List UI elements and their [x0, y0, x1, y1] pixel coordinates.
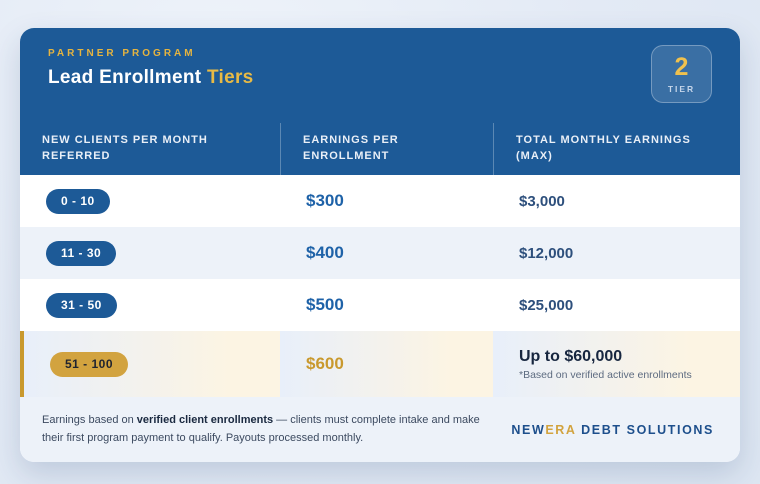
tier-table-card: PARTNER PROGRAM Lead Enrollment Tiers 2 … [20, 28, 740, 462]
row-note: *Based on verified active enrollments [519, 369, 692, 382]
brand-rest: DEBT SOLUTIONS [576, 422, 714, 437]
page-title-accent: Tiers [201, 67, 254, 88]
earnings-value: $400 [306, 243, 344, 262]
page-title-main: Lead Enrollment [48, 67, 202, 88]
footnote-bold: verified client enrollments [136, 413, 274, 426]
footnote-rest: — clients must complete intake and make … [42, 413, 480, 444]
earnings-value: $500 [306, 295, 344, 314]
monthly-max-value: Up to $60,000 [519, 347, 623, 365]
table-row: 0 - 10 $300 $3,000 [20, 175, 740, 227]
tier-count-badge: 2 TIER [651, 45, 712, 103]
brand-accent: ERA [545, 422, 577, 437]
eyebrow-label: PARTNER PROGRAM [48, 48, 196, 59]
page-title: Lead Enrollment Tiers [48, 67, 712, 89]
column-header-earnings: EARNINGS PER ENROLLMENT [280, 123, 493, 175]
monthly-max-value: $25,000 [519, 296, 574, 314]
tier-range-pill: 31 - 50 [46, 292, 117, 318]
tier-badge-number: 2 [674, 52, 689, 81]
monthly-max-value: $12,000 [519, 244, 574, 262]
tier-range-pill: 51 - 100 [50, 351, 129, 377]
table-row: 11 - 30 $400 $12,000 [20, 227, 740, 279]
tier-badge-label: TIER [667, 83, 696, 94]
earnings-value: $300 [306, 191, 344, 210]
table-header-row: NEW CLIENTS PER MONTH REFERRED EARNINGS … [20, 123, 740, 175]
column-header-monthly-max: TOTAL MONTHLY EARNINGS (MAX) [493, 123, 740, 175]
earnings-value: $600 [306, 354, 344, 373]
footnote: Earnings based on verified client enroll… [42, 412, 482, 447]
table-row: 31 - 50 $500 $25,000 [20, 279, 740, 331]
table-row-highlighted: 51 - 100 $600 Up to $60,000 *Based on ve… [20, 331, 740, 397]
brand-prefix: NEW [511, 422, 546, 437]
tier-range-pill: 11 - 30 [46, 240, 117, 266]
tier-range-pill: 0 - 10 [46, 188, 110, 214]
brand-logo: NEWERA DEBT SOLUTIONS [511, 423, 714, 437]
footnote-prefix: Earnings based on [42, 413, 137, 426]
card-footer: Earnings based on verified client enroll… [20, 397, 740, 462]
monthly-max-value: $3,000 [519, 192, 565, 210]
card-header: PARTNER PROGRAM Lead Enrollment Tiers 2 … [20, 28, 740, 123]
column-header-clients: NEW CLIENTS PER MONTH REFERRED [42, 134, 208, 162]
